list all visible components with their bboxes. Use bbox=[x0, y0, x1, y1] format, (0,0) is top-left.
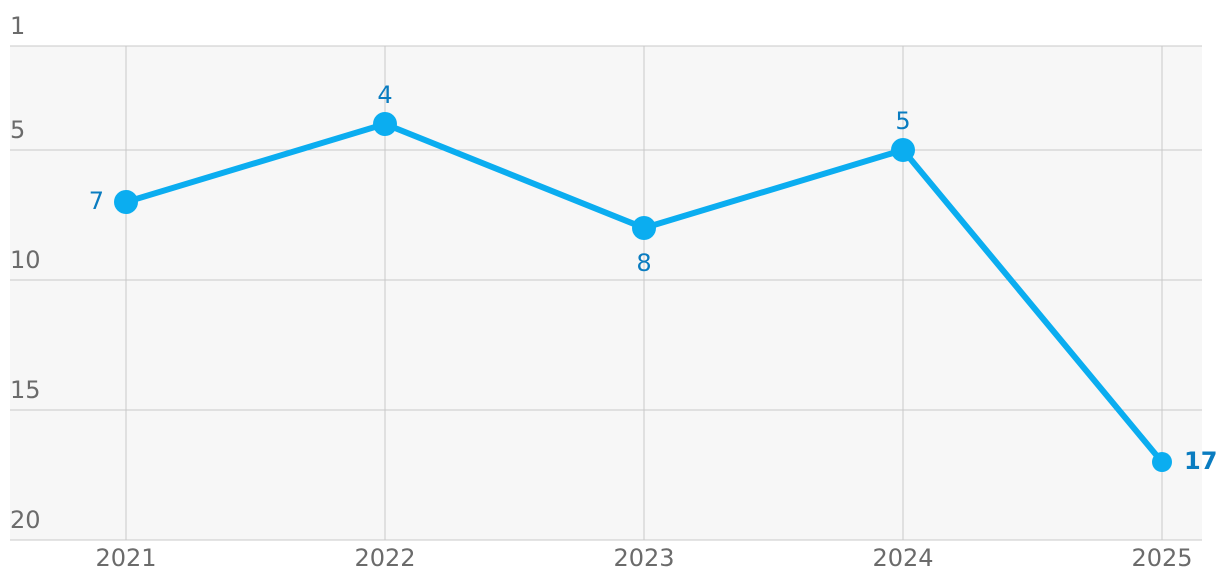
data-point bbox=[1152, 452, 1172, 472]
x-tick-label: 2023 bbox=[613, 544, 674, 572]
data-point bbox=[114, 190, 138, 214]
data-label: 4 bbox=[377, 81, 392, 109]
plot-background bbox=[10, 46, 1202, 540]
x-tick-label: 2022 bbox=[354, 544, 415, 572]
data-label: 17 bbox=[1184, 447, 1217, 475]
y-tick-label: 20 bbox=[10, 506, 41, 534]
x-tick-label: 2024 bbox=[872, 544, 933, 572]
y-tick-label: 5 bbox=[10, 116, 25, 144]
data-label: 8 bbox=[636, 249, 651, 277]
x-tick-label: 2025 bbox=[1131, 544, 1192, 572]
data-point bbox=[373, 112, 397, 136]
data-point bbox=[891, 138, 915, 162]
data-point bbox=[632, 216, 656, 240]
y-tick-label: 15 bbox=[10, 376, 41, 404]
data-label: 7 bbox=[89, 187, 104, 215]
data-label: 5 bbox=[895, 107, 910, 135]
x-tick-label: 2021 bbox=[95, 544, 156, 572]
y-tick-label: 10 bbox=[10, 246, 41, 274]
y-tick-label: 1 bbox=[10, 12, 25, 40]
